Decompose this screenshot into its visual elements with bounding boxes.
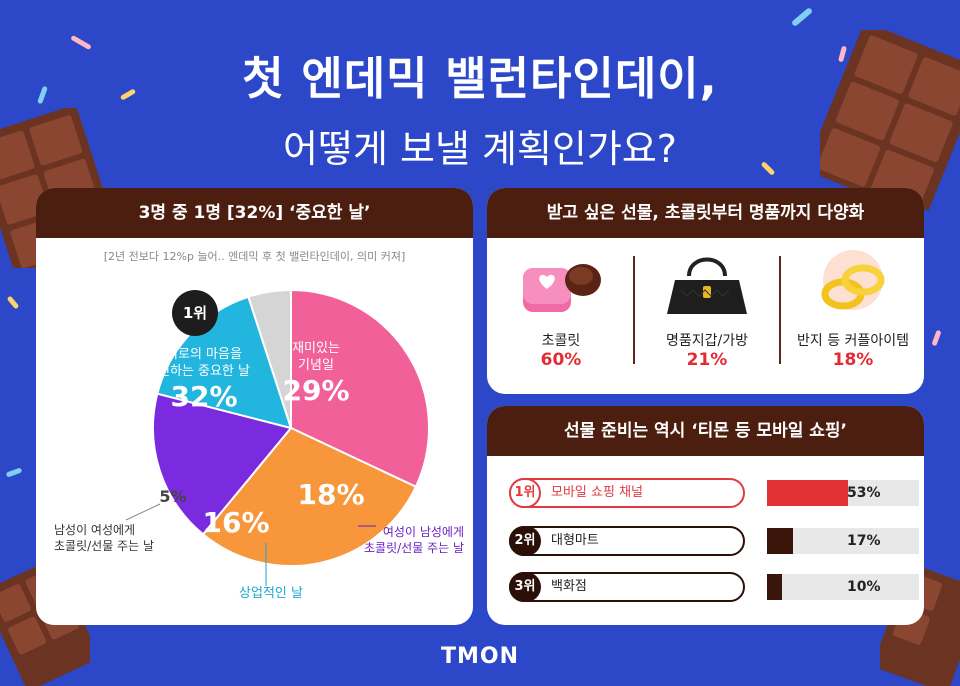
slice-label-important-day: 서로의 마음을 전하는 중요한 날 32% [144, 346, 264, 414]
ranking-pill: 1위 모바일 쇼핑 채널 [509, 478, 745, 508]
ranking-pill: 2위 대형마트 [509, 526, 745, 556]
ext-label-commercial: 상업적인 날 [239, 586, 303, 601]
bar-value: 53% [847, 485, 881, 501]
slice-value-women-to-men: 18% [297, 478, 365, 511]
slice-value-commercial: 16% [202, 506, 270, 539]
divider [779, 256, 781, 364]
shopping-channel-card: 선물 준비는 역시 ‘티몬 등 모바일 쇼핑’ 1위 모바일 쇼핑 채널 53%… [487, 406, 924, 625]
pie-card-heading: 3명 중 1명 [32%] ‘중요한 날’ [36, 188, 473, 238]
slice-value: 29% [282, 374, 350, 407]
handbag-icon [667, 257, 747, 314]
pie-slice [201, 426, 418, 567]
bar-value: 17% [847, 533, 881, 549]
slice-value: 32% [170, 380, 238, 413]
confetti [6, 295, 20, 310]
ranking-pill: 3위 백화점 [509, 572, 745, 602]
pie-card-note: [2년 전보다 12%p 늘어.. 엔데믹 후 첫 밸런타인데이, 의미 커져] [103, 250, 406, 263]
pie-slice [247, 288, 292, 429]
pie-chart [152, 288, 430, 567]
divider [633, 256, 635, 364]
slice-label-anniversary: 재미있는 기념일 29% [276, 340, 356, 408]
survey-pie-card: 3명 중 1명 [32%] ‘중요한 날’ [2년 전보다 12%p 늘어.. … [36, 188, 473, 625]
gift-item-chocolate: 초콜릿 60% [491, 250, 631, 370]
rings-icon [821, 250, 885, 310]
channel-name: 백화점 [551, 579, 587, 594]
gift-item-luxury: 명품지갑/가방 21% [637, 250, 777, 370]
channel-name: 대형마트 [551, 533, 599, 548]
rank-badge: 1위 [172, 290, 218, 336]
confetti [790, 6, 814, 28]
gift-preference-card: 받고 싶은 선물, 초콜릿부터 명품까지 다양화 초콜릿 60% 명품지갑/가방… [487, 188, 924, 394]
bar-track: 53% [767, 480, 919, 506]
bar-fill [767, 574, 782, 600]
rank-label: 3위 [509, 572, 541, 602]
ranking-row: 1위 모바일 쇼핑 채널 53% [509, 478, 919, 508]
ext-label-women-to-men: 여성이 남성에게 초콜릿/선물 주는 날 [364, 525, 464, 555]
gift-item-rings: 반지 등 커플아이템 18% [783, 250, 923, 370]
bar-fill [767, 480, 848, 506]
leader-lines [125, 503, 376, 586]
rank-label: 1위 [509, 478, 541, 508]
rank-label: 2위 [509, 526, 541, 556]
gift-card-heading: 받고 싶은 선물, 초콜릿부터 명품까지 다양화 [487, 188, 924, 238]
confetti [931, 329, 942, 347]
confetti [5, 467, 23, 478]
mobile-card-heading: 선물 준비는 역시 ‘티몬 등 모바일 쇼핑’ [487, 406, 924, 456]
ext-label-men-to-women: 남성이 여성에게 초콜릿/선물 주는 날 [54, 523, 154, 553]
channel-name: 모바일 쇼핑 채널 [551, 485, 643, 500]
chocolate-decoration-right [820, 30, 960, 210]
bar-value: 10% [847, 579, 881, 595]
bar-track: 10% [767, 574, 919, 600]
bar-track: 17% [767, 528, 919, 554]
main-subtitle: 어떻게 보낼 계획인가요? [283, 127, 677, 171]
slice-value-men-to-women: 5% [159, 487, 187, 506]
ranking-row: 2위 대형마트 17% [509, 526, 919, 556]
ranking-row: 3위 백화점 10% [509, 572, 919, 602]
tmon-logo: TMON [440, 644, 519, 669]
pie-slice [290, 288, 430, 489]
chocolate-box-icon [523, 264, 601, 312]
main-title: 첫 엔데믹 밸런타인데이, [242, 52, 718, 105]
pie-slice [152, 392, 293, 536]
bar-fill [767, 528, 793, 554]
